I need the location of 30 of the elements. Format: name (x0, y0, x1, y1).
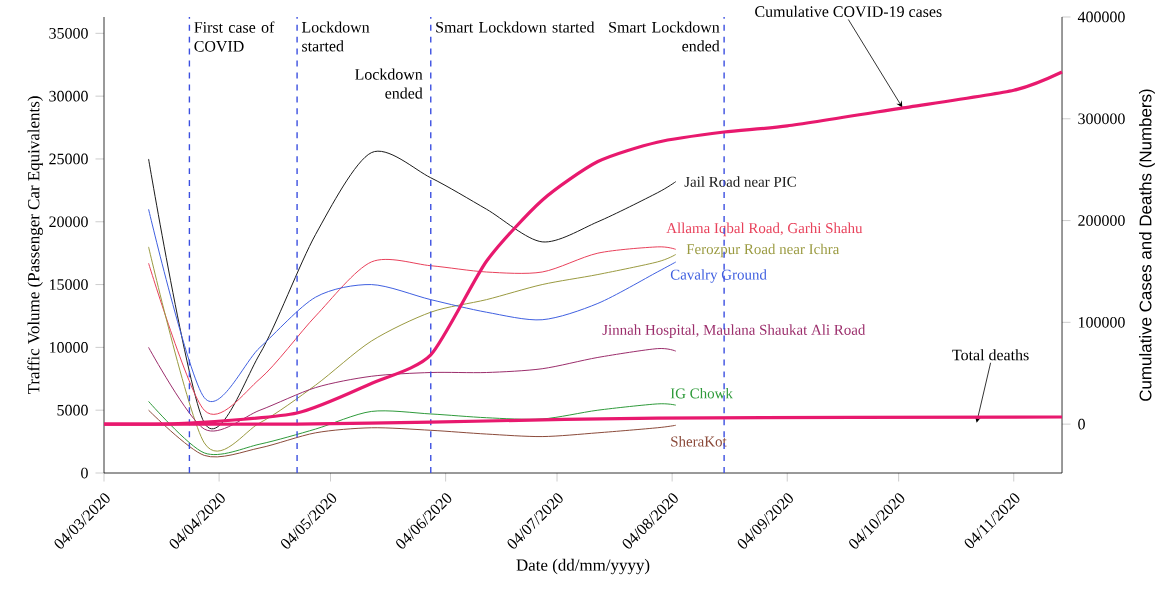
series-label: Jail Road near PIC (684, 176, 796, 187)
y2-axis-title: Cumulative Cases and Deaths (Numbers) (1139, 89, 1155, 401)
ref-line-label: Lockdown started (301, 21, 370, 52)
annotation: Total deaths (952, 349, 1029, 361)
y-tick-label: 0 (81, 467, 88, 479)
series-label: SheraKot (671, 436, 727, 447)
series-label: Jinnah Hospital, Maulana Shaukat Ali Road (602, 324, 866, 338)
x-axis-title: Date (dd/mm/yyyy) (516, 558, 650, 575)
series-label: Allama Iqbal Road, Garhi Shahu (666, 222, 863, 237)
y-tick-label: 15000 (50, 279, 88, 290)
annotation: Lockdown ended (355, 68, 423, 99)
y2-tick-label: 300000 (1078, 113, 1125, 125)
y2-tick-label: 400000 (1077, 11, 1125, 23)
series-label: Cavalry Ground (670, 269, 767, 283)
y-tick-label: 10000 (50, 342, 88, 353)
ref-line-label: Smart Lockdown started (436, 21, 595, 33)
y-tick-label: 5000 (57, 404, 88, 416)
y-axis-title: Traffic Volume (Passenger Car Equivalents) (27, 96, 43, 395)
series-label: IG Chowk (670, 387, 733, 399)
series-label: Ferozpur Road near Ichra (686, 243, 840, 258)
y-tick-label: 35000 (49, 27, 88, 39)
y2-tick-label: 0 (1078, 418, 1085, 430)
y-tick-label: 20000 (49, 216, 88, 228)
ref-line-label: Smart Lockdown ended (609, 21, 720, 52)
y2-tick-label: 200000 (1078, 215, 1125, 226)
annotation: Cumulative COVID-19 cases (755, 5, 942, 18)
y-tick-label: 25000 (49, 153, 88, 165)
y-tick-label: 30000 (49, 90, 88, 102)
ref-line-label: First case of COVID (194, 21, 275, 52)
y2-tick-label: 100000 (1078, 316, 1125, 328)
